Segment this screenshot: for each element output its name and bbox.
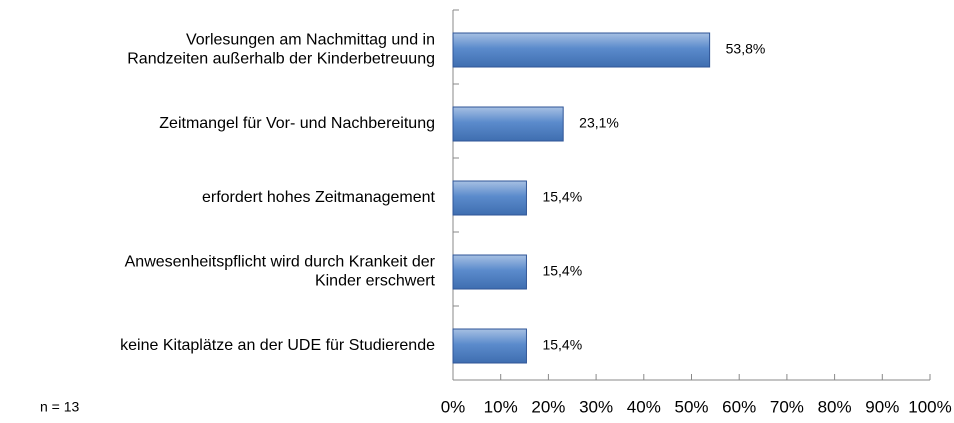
bar — [452, 254, 527, 290]
x-tick-label: 100% — [908, 397, 951, 416]
category-label: Anwesenheitspflicht wird durch Krankeit … — [125, 254, 436, 271]
category-label: Kinder erschwert — [315, 273, 436, 290]
category-label: Randzeiten außerhalb der Kinderbetreuung — [127, 51, 435, 68]
bar — [452, 32, 711, 68]
x-tick-label: 30% — [579, 397, 613, 416]
x-tick-label: 0% — [441, 397, 466, 416]
x-tick-label: 60% — [722, 397, 756, 416]
category-label: erfordert hohes Zeitmanagement — [202, 189, 436, 206]
bar — [452, 106, 564, 142]
category-label: keine Kitaplätze an der UDE für Studiere… — [120, 337, 435, 354]
value-label: 15,4% — [542, 263, 582, 279]
category-label: Vorlesungen am Nachmittag und in — [186, 32, 435, 49]
value-label: 53,8% — [726, 41, 766, 57]
sample-size-note: n = 13 — [40, 399, 80, 415]
value-label: 15,4% — [542, 189, 582, 205]
x-tick-label: 40% — [627, 397, 661, 416]
value-label: 23,1% — [579, 115, 619, 131]
x-tick-label: 70% — [770, 397, 804, 416]
bar — [452, 180, 527, 216]
category-label: Zeitmangel für Vor- und Nachbereitung — [159, 115, 435, 132]
bar — [452, 328, 527, 364]
x-tick-label: 80% — [818, 397, 852, 416]
value-label: 15,4% — [542, 337, 582, 353]
x-tick-label: 50% — [674, 397, 708, 416]
x-tick-label: 90% — [865, 397, 899, 416]
x-tick-label: 10% — [484, 397, 518, 416]
x-tick-label: 20% — [531, 397, 565, 416]
